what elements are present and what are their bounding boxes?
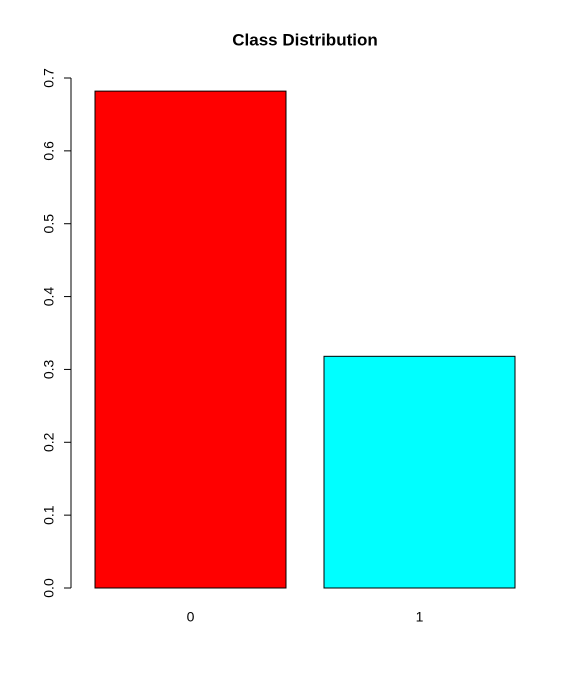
chart-title: Class Distribution [232,30,377,49]
x-tick-label: 0 [187,609,195,625]
y-tick-label: 0.2 [41,432,57,452]
y-tick-label: 0.1 [41,505,57,525]
y-tick-label: 0.6 [41,141,57,161]
y-tick-label: 0.0 [41,578,57,598]
y-tick-label: 0.4 [41,287,57,307]
y-tick-label: 0.3 [41,359,57,379]
y-tick-label: 0.5 [41,214,57,234]
x-tick-label: 1 [416,609,424,625]
y-tick-label: 0.7 [41,68,57,88]
bar [323,355,516,589]
bar [94,90,287,589]
